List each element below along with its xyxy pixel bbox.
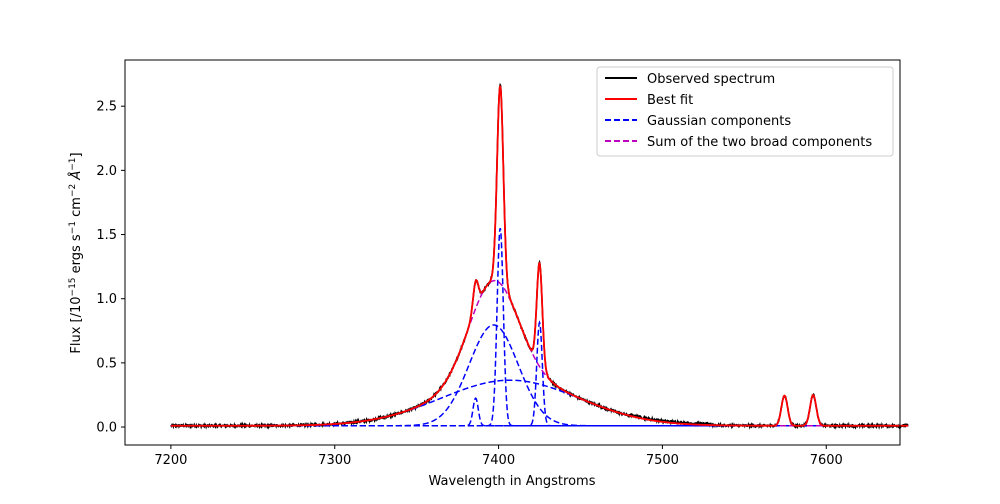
x-tick-label: 7200 — [154, 453, 187, 468]
x-tick-label: 7400 — [482, 453, 515, 468]
y-label-exponent-1: −15 — [68, 277, 78, 296]
y-tick-label: 2.5 — [96, 100, 117, 115]
y-label-unit-cm: cm — [69, 197, 84, 221]
legend-label-gaussian: Gaussian components — [647, 114, 791, 129]
plot-frame — [124, 59, 901, 446]
y-label-suffix: ] — [69, 152, 84, 157]
curve-layer — [170, 82, 909, 430]
y-label-unit-angstrom: Å — [68, 171, 84, 184]
y-tick-label: 1.0 — [96, 292, 117, 307]
y-label-exponent-4: −1 — [68, 157, 78, 170]
legend-label-broad-sum: Sum of the two broad components — [647, 135, 872, 150]
best-fit-line — [170, 85, 909, 427]
x-tick-label: 7500 — [646, 453, 679, 468]
legend: Observed spectrum Best fit Gaussian comp… — [596, 66, 894, 157]
y-label-prefix: Flux [/10 — [69, 296, 84, 353]
y-tick-label: 0.0 — [96, 421, 117, 436]
y-label-exponent-3: −2 — [68, 184, 78, 197]
y-axis-label: Flux [/10−15 ergs s−1 cm−2 Å−1] — [68, 152, 84, 353]
y-tick-label: 2.0 — [96, 164, 117, 179]
legend-label-observed: Observed spectrum — [647, 72, 775, 87]
y-axis-ticks: 0.0 0.5 1.0 1.5 2.0 2.5 — [96, 100, 125, 436]
y-label-exponent-2: −1 — [68, 221, 78, 234]
legend-label-best-fit: Best fit — [647, 93, 693, 108]
x-axis-label: Wavelength in Angstroms — [429, 474, 596, 489]
x-tick-label: 7300 — [318, 453, 351, 468]
y-label-unit-ergs: ergs s — [69, 234, 84, 277]
y-tick-label: 1.5 — [96, 228, 117, 243]
legend-box — [596, 66, 894, 157]
y-tick-label: 0.5 — [96, 356, 117, 371]
x-axis-ticks: 7200 7300 7400 7500 7600 — [154, 445, 843, 468]
x-tick-label: 7600 — [810, 453, 843, 468]
